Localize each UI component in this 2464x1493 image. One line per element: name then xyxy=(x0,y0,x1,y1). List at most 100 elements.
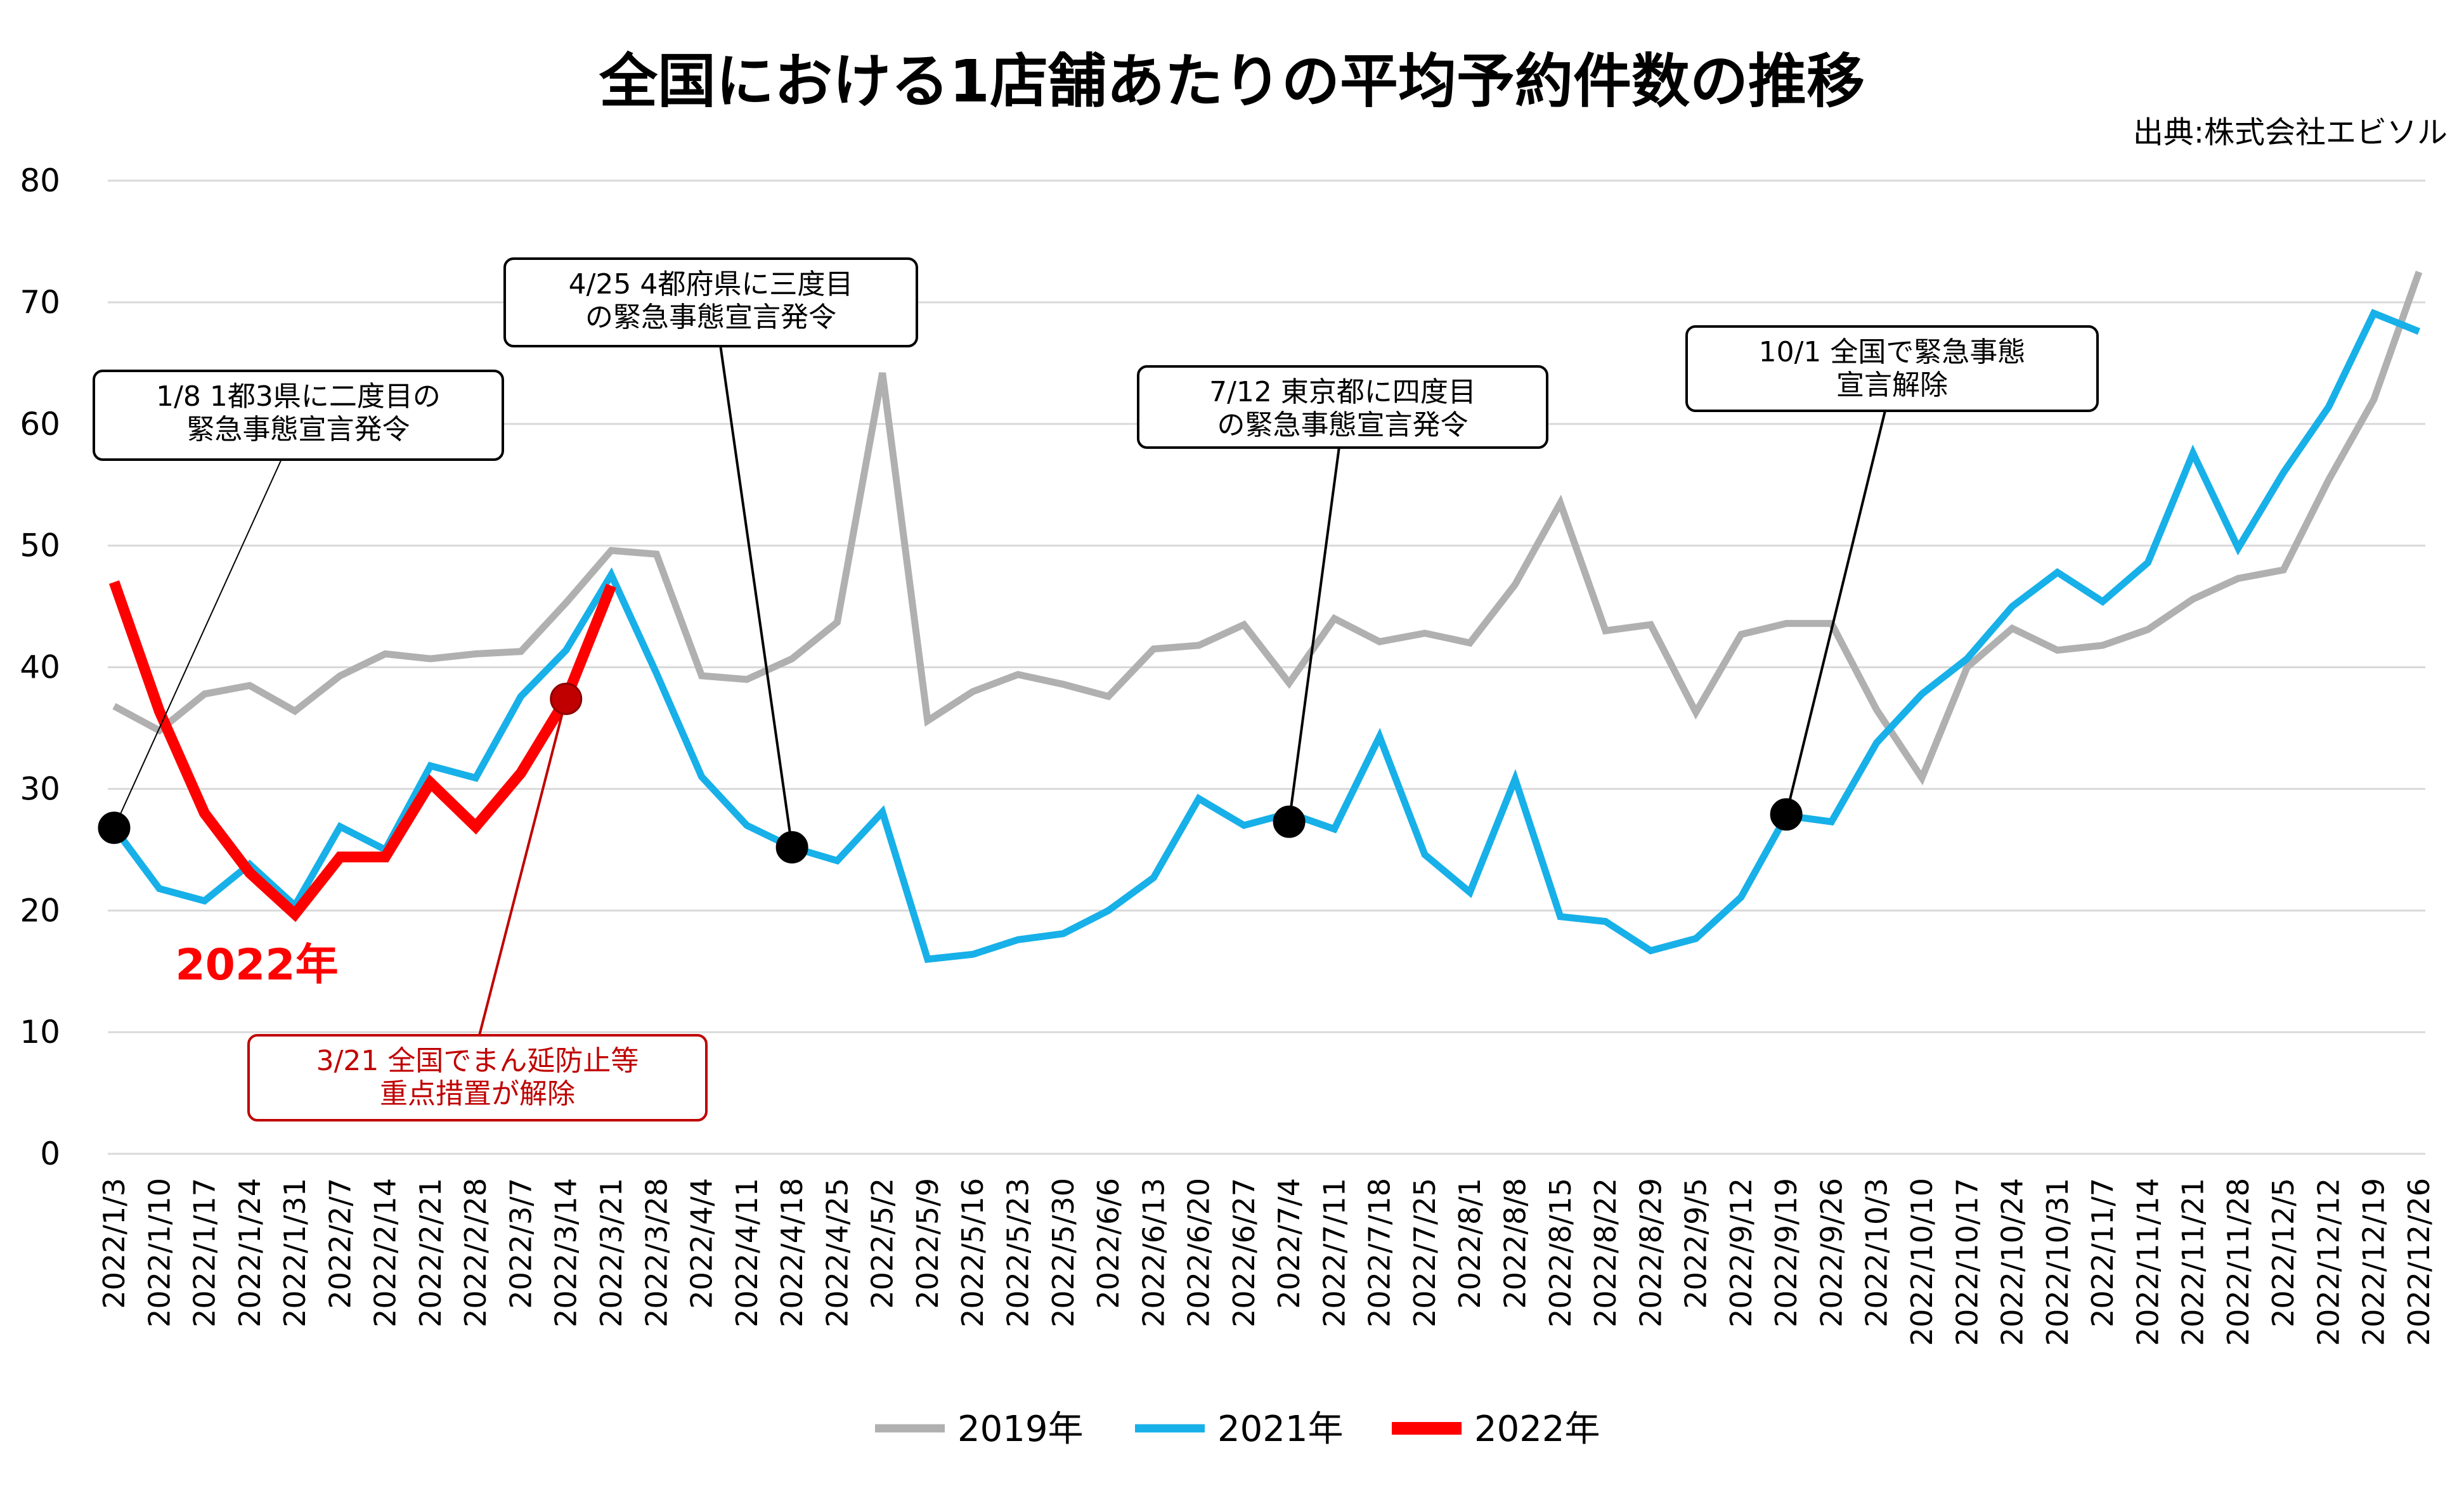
annotation-box xyxy=(1685,325,2099,412)
data-point xyxy=(1696,711,1697,713)
annotation-marker xyxy=(98,811,131,844)
data-point xyxy=(113,581,115,583)
data-point xyxy=(2057,650,2058,651)
data-point xyxy=(2057,572,2058,573)
data-point xyxy=(1560,916,1561,917)
data-point xyxy=(430,765,431,766)
data-point xyxy=(836,860,838,862)
data-point xyxy=(1379,736,1380,737)
data-point xyxy=(249,685,250,686)
data-point xyxy=(294,914,295,915)
x-tick-label: 2022/5/9 xyxy=(911,1178,945,1309)
y-tick-label: 80 xyxy=(20,162,60,199)
annotation-box xyxy=(247,1034,708,1121)
x-tick-label: 2022/3/7 xyxy=(503,1178,538,1309)
data-point xyxy=(1243,624,1245,625)
x-tick-label: 2022/6/20 xyxy=(1182,1178,1216,1328)
data-point xyxy=(1424,633,1425,634)
x-tick-label: 2022/1/24 xyxy=(233,1178,267,1328)
x-tick-label: 2022/8/22 xyxy=(1588,1178,1623,1328)
annotation-marker xyxy=(550,682,583,715)
data-point xyxy=(566,602,567,604)
data-point xyxy=(611,574,612,576)
data-point xyxy=(746,825,748,826)
data-point xyxy=(1605,630,1606,631)
data-point xyxy=(1741,634,1742,635)
x-tick-label: 2022/5/23 xyxy=(1001,1178,1035,1328)
annotation-text: の緊急事態宣言発令 xyxy=(585,301,836,333)
x-tick-label: 2022/11/14 xyxy=(2130,1178,2165,1346)
annotation-leader xyxy=(113,443,289,829)
data-point xyxy=(2418,271,2420,273)
series-label-2022: 2022年 xyxy=(175,940,338,990)
data-point xyxy=(2238,547,2239,548)
data-point xyxy=(1153,649,1154,650)
annotation-leader xyxy=(1785,410,1886,815)
data-point xyxy=(566,650,567,651)
x-tick-label: 2022/11/28 xyxy=(2221,1178,2255,1346)
x-tick-label: 2022/3/21 xyxy=(594,1178,628,1328)
x-tick-label: 2022/5/16 xyxy=(956,1178,990,1328)
data-point xyxy=(520,651,521,652)
data-point xyxy=(1017,674,1018,675)
data-point xyxy=(520,696,521,697)
x-tick-label: 2022/3/14 xyxy=(549,1178,583,1328)
x-tick-label: 2022/6/6 xyxy=(1091,1178,1125,1309)
x-tick-label: 2022/1/31 xyxy=(278,1178,312,1328)
data-point xyxy=(882,811,883,813)
x-tick-label: 2022/10/31 xyxy=(2040,1178,2075,1346)
data-point xyxy=(475,826,476,827)
annotation-box xyxy=(503,257,918,347)
annotation-text: 3/21 全国でまん延防止等 xyxy=(316,1045,639,1077)
data-point xyxy=(113,706,115,707)
y-tick-label: 10 xyxy=(20,1014,60,1050)
annotation-leader xyxy=(1288,446,1340,822)
data-point xyxy=(475,777,476,779)
x-tick-label: 2022/6/13 xyxy=(1136,1178,1170,1328)
data-point xyxy=(1153,877,1154,878)
y-tick-label: 30 xyxy=(20,770,60,807)
annotation-text: 宣言解除 xyxy=(1836,369,1948,401)
data-point xyxy=(1333,829,1335,830)
x-tick-label: 2022/7/18 xyxy=(1363,1178,1397,1328)
chart-title: 全国における1店舗あたりの平均予約件数の推移 xyxy=(599,48,1865,115)
data-point xyxy=(611,585,612,586)
x-tick-label: 2022/8/8 xyxy=(1498,1178,1533,1309)
data-point xyxy=(2328,406,2329,408)
data-point xyxy=(294,711,295,712)
data-point xyxy=(2373,399,2375,400)
x-tick-label: 2022/10/10 xyxy=(1905,1178,1939,1346)
x-tick-label: 2022/9/12 xyxy=(1724,1178,1758,1328)
data-point xyxy=(2283,569,2284,571)
annotation-box xyxy=(1137,365,1548,449)
data-point xyxy=(927,959,928,960)
x-tick-label: 2022/10/17 xyxy=(1950,1178,1984,1346)
data-point xyxy=(385,856,386,858)
data-point xyxy=(1650,624,1651,625)
data-point xyxy=(882,372,883,373)
x-axis-ticks: 2022/1/3 2022/1/10 2022/1/17 2022/1/24 2022/… xyxy=(97,1178,2436,1346)
data-point xyxy=(385,653,386,654)
series-lines xyxy=(108,271,2423,963)
x-tick-label: 2022/12/12 xyxy=(2311,1178,2345,1346)
data-point xyxy=(1515,584,1516,585)
x-tick-label: 2022/6/27 xyxy=(1227,1178,1261,1328)
annotation-text: 10/1 全国で緊急事態 xyxy=(1759,336,2026,368)
data-point xyxy=(339,675,340,676)
data-point xyxy=(836,622,838,623)
data-point xyxy=(2102,601,2103,602)
data-point xyxy=(204,694,205,695)
data-point xyxy=(972,953,973,955)
series-line-2021年 xyxy=(111,309,2421,963)
y-tick-label: 70 xyxy=(20,284,60,321)
data-point xyxy=(1515,779,1516,780)
data-point xyxy=(972,691,973,692)
data-point xyxy=(1786,623,1787,624)
x-tick-label: 2022/12/26 xyxy=(2402,1178,2436,1346)
x-tick-label: 2022/12/5 xyxy=(2266,1178,2300,1328)
x-tick-label: 2022/2/21 xyxy=(413,1178,448,1328)
data-point xyxy=(2102,645,2103,646)
x-tick-label: 2022/12/19 xyxy=(2357,1178,2391,1346)
y-tick-label: 40 xyxy=(20,649,60,686)
